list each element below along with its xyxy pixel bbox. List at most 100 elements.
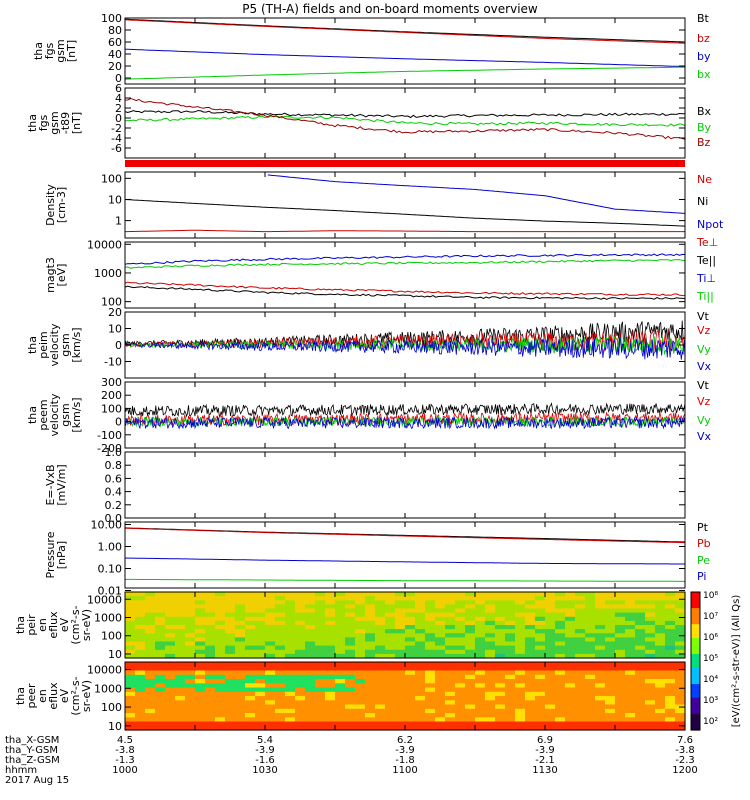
heat-cell <box>545 666 556 672</box>
heat-cell <box>255 596 266 601</box>
heat-cell <box>185 666 196 672</box>
heat-cell <box>515 666 526 672</box>
heat-cell <box>575 679 586 684</box>
ylabel-line: peer <box>25 683 38 709</box>
heat-cell <box>665 666 676 672</box>
heat-cell <box>215 649 226 655</box>
heat-cell <box>245 620 256 626</box>
heat-cell <box>295 704 306 710</box>
heat-cell <box>345 637 356 643</box>
heat-cell <box>635 645 646 651</box>
heat-cell <box>265 674 276 680</box>
ytick-label: 0.4 <box>105 486 123 499</box>
heat-cell <box>425 653 436 659</box>
heat-cell <box>285 604 296 610</box>
heat-cell <box>205 649 216 655</box>
heat-cell <box>465 629 476 634</box>
heat-cell <box>405 721 416 727</box>
footer-value: -1.3 <box>115 755 135 766</box>
heat-cell <box>235 612 246 618</box>
heat-cell <box>275 687 286 693</box>
heat-cell <box>235 700 246 706</box>
heat-cell <box>485 679 496 684</box>
heat-cell <box>675 674 686 680</box>
heat-cell <box>475 704 486 710</box>
heat-cell <box>535 700 546 706</box>
colorbar-cell <box>691 656 700 660</box>
heat-cell <box>265 645 276 651</box>
heat-cell <box>315 708 326 714</box>
heat-cell <box>125 725 136 731</box>
heat-cell <box>285 704 296 710</box>
ylabel-line: -t89 <box>59 112 72 134</box>
heat-cell <box>615 721 626 727</box>
heat-cell <box>615 708 626 714</box>
heat-cell <box>145 725 156 731</box>
heat-cell <box>655 629 666 634</box>
ylabel-line: [nT] <box>70 112 83 134</box>
heat-cell <box>595 687 606 693</box>
heat-cell <box>595 616 606 622</box>
heat-cell <box>665 717 676 723</box>
heat-cell <box>185 616 196 622</box>
heat-cell <box>195 596 206 601</box>
colorbar-cell <box>691 727 700 731</box>
heat-cell <box>465 696 476 701</box>
colorbar-cell <box>691 596 700 600</box>
ytick-label: 300 <box>101 376 122 389</box>
colorbar-tick: 10² <box>703 717 718 727</box>
heat-cell <box>305 608 316 614</box>
heat-cell <box>585 662 596 667</box>
heat-cell <box>305 604 316 610</box>
ylabel-line: (cm²-s- <box>69 605 82 644</box>
heat-cell <box>435 592 446 597</box>
heat-cell <box>495 696 506 701</box>
heat-cell <box>285 700 296 706</box>
colorbar-cell <box>691 723 700 726</box>
heat-cell <box>305 725 316 731</box>
heat-cell <box>575 691 586 697</box>
heat-cell <box>645 725 656 731</box>
colorbar-cell <box>691 626 700 630</box>
heat-cell <box>215 708 226 714</box>
heat-cell <box>375 717 386 723</box>
heat-cell <box>365 679 376 684</box>
heat-cell <box>475 717 486 723</box>
heat-cell <box>275 625 286 630</box>
heat-cell <box>155 696 166 701</box>
legend-Vt: Vt <box>697 310 710 323</box>
heat-cell <box>205 670 216 676</box>
heat-cell <box>385 691 396 697</box>
heat-cell <box>665 674 676 680</box>
heat-cell <box>165 592 176 597</box>
heat-cell <box>355 625 366 630</box>
heat-cell <box>505 708 516 714</box>
heat-cell <box>625 687 636 693</box>
heat-cell <box>465 600 476 605</box>
heat-cell <box>395 721 406 727</box>
heat-cell <box>335 721 346 727</box>
heat-cell <box>315 687 326 693</box>
heat-cell <box>445 683 456 689</box>
heat-cell <box>495 592 506 597</box>
heat-cell <box>235 645 246 651</box>
heat-cell <box>225 620 236 626</box>
heat-cell <box>405 700 416 706</box>
heat-cell <box>545 612 556 618</box>
heat-cell <box>485 592 496 597</box>
ytick-label: 20 <box>108 60 122 73</box>
heat-cell <box>545 620 556 626</box>
heat-cell <box>395 592 406 597</box>
heat-cell <box>645 721 656 727</box>
heat-cell <box>215 645 226 651</box>
heat-cell <box>215 725 226 731</box>
heat-cell <box>245 708 256 714</box>
heat-cell <box>345 625 356 630</box>
heat-cell <box>495 666 506 672</box>
heat-cell <box>605 625 616 630</box>
heat-cell <box>345 600 356 605</box>
heat-cell <box>225 708 236 714</box>
heat-cell <box>135 620 146 626</box>
heat-cell <box>645 679 656 684</box>
heat-cell <box>255 679 266 684</box>
